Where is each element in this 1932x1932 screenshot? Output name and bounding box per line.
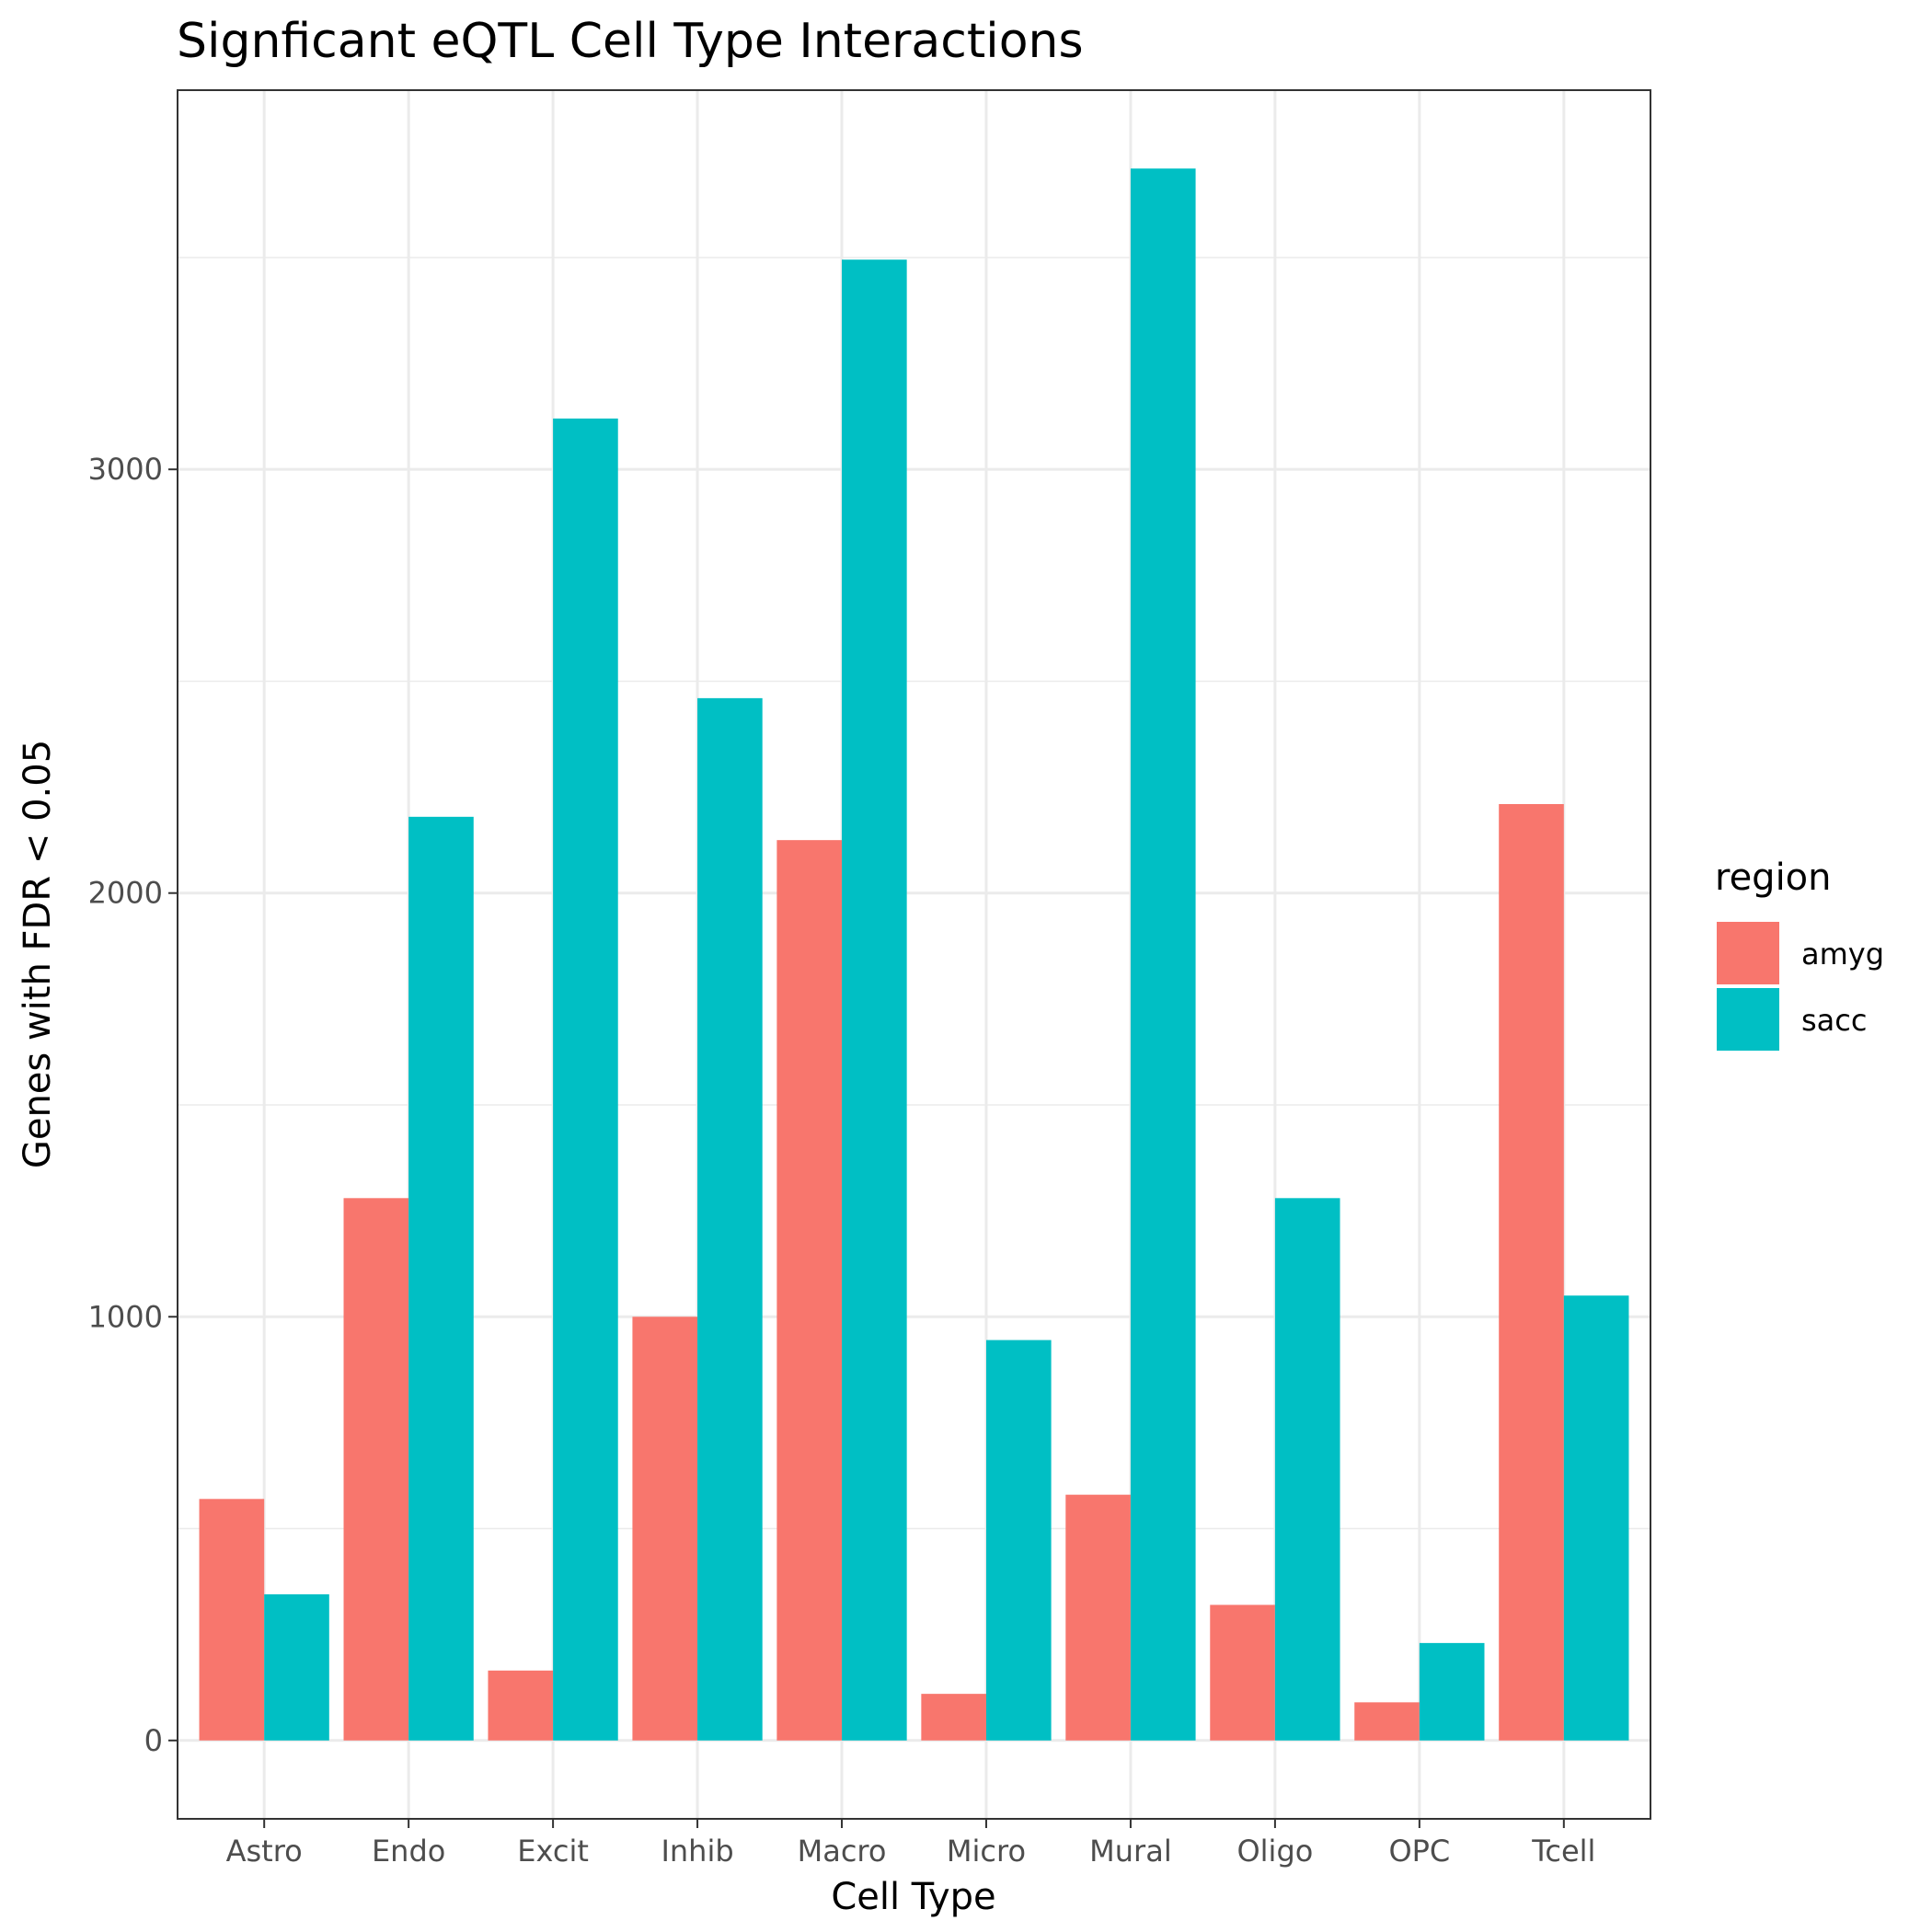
legend-label-amyg: amyg (1801, 937, 1884, 972)
bar-amyg-endo (343, 1198, 409, 1741)
bars (199, 168, 1629, 1741)
legend-title: region (1715, 857, 1832, 899)
bar-sacc-excit (553, 418, 618, 1741)
bar-amyg-mural (1065, 1494, 1131, 1741)
bar-sacc-inhib (697, 697, 763, 1741)
y-axis-title: Genes with FDR < 0.05 (17, 740, 59, 1168)
bar-sacc-astro (264, 1593, 329, 1741)
panel-border (177, 89, 1651, 1820)
bar-sacc-micro (985, 1340, 1052, 1741)
bar-sacc-oligo (1274, 1198, 1340, 1741)
legend-label-sacc: sacc (1801, 1003, 1867, 1038)
legend-items: amyg sacc (1717, 922, 1884, 1051)
bar-amyg-macro (776, 840, 843, 1741)
x-tick-label: OPC (1388, 1834, 1450, 1869)
y-axis: 0 1000 2000 3000 (88, 452, 178, 1758)
y-tick-label: 0 (144, 1723, 163, 1758)
bar-sacc-tcell (1563, 1295, 1629, 1741)
y-tick-label: 2000 (88, 876, 163, 911)
x-tick-label: Excit (517, 1834, 589, 1869)
x-tick-label: Inhib (661, 1834, 733, 1869)
bar-amyg-micro (921, 1694, 986, 1741)
x-tick-label: Endo (372, 1834, 445, 1869)
x-tick-label: Macro (798, 1834, 887, 1869)
bar-sacc-macro (842, 259, 907, 1741)
x-tick-label: Oligo (1236, 1834, 1313, 1869)
x-axis-title: Cell Type (831, 1876, 995, 1918)
bar-amyg-excit (488, 1670, 554, 1741)
bar-sacc-opc (1419, 1642, 1485, 1741)
x-tick-label: Astro (226, 1834, 303, 1869)
legend-key-sacc (1717, 988, 1779, 1051)
y-tick-label: 3000 (88, 452, 163, 487)
legend: region amyg sacc (1715, 857, 1884, 1051)
bar-sacc-endo (408, 816, 474, 1741)
bar-amyg-opc (1354, 1702, 1420, 1741)
bar-amyg-inhib (632, 1317, 698, 1741)
y-tick-label: 1000 (88, 1299, 163, 1334)
bar-amyg-tcell (1499, 804, 1564, 1741)
x-tick-label: Micro (947, 1834, 1026, 1869)
x-tick-label: Mural (1089, 1834, 1172, 1869)
x-axis: Astro Endo Excit Inhib Macro Micro Mural Oligo O… (226, 1819, 1595, 1869)
chart-title: Signficant eQTL Cell Type Interactions (177, 14, 1084, 69)
x-tick-label: Tcell (1531, 1834, 1595, 1869)
legend-key-amyg (1717, 922, 1779, 984)
bar-amyg-oligo (1210, 1604, 1275, 1741)
bar-sacc-mural (1130, 168, 1196, 1741)
bar-amyg-astro (199, 1499, 265, 1741)
